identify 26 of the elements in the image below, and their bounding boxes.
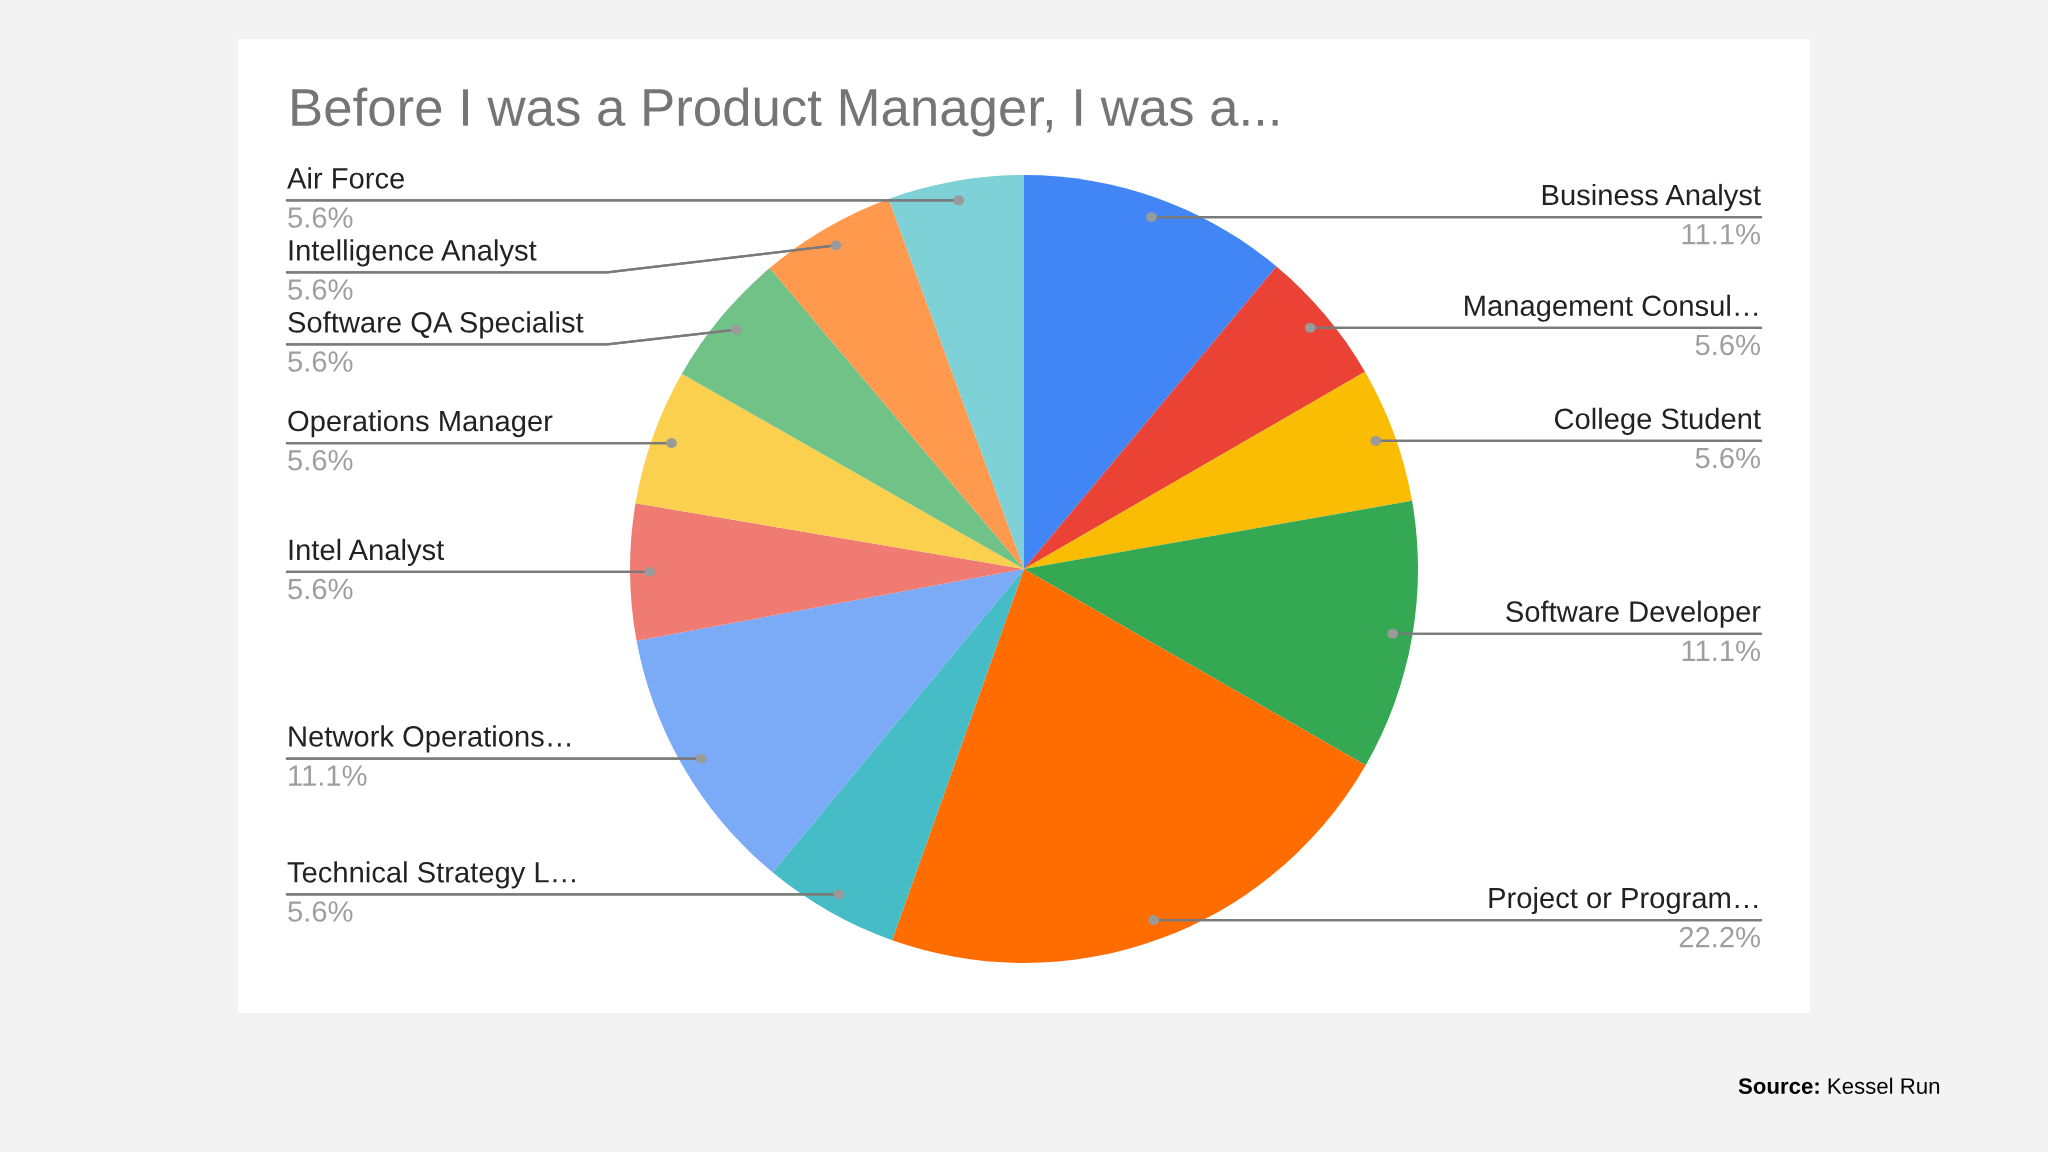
data-label: 5.6% [288, 279, 353, 300]
slice-label: Operations Manager [288, 409, 553, 438]
slice-label: Network Operations… [289, 725, 570, 753]
data-label: 5.6% [288, 351, 353, 372]
data-label: 5.6% [288, 207, 353, 228]
data-label: 5.6% [1695, 447, 1760, 469]
slice-label: Intel Analyst [289, 538, 445, 566]
data-label: 22.2% [1679, 926, 1760, 948]
slice-label: Air Force [287, 167, 405, 189]
slice-label: Technical Strategy L… [287, 861, 575, 889]
data-label: 5.6% [1695, 334, 1760, 356]
source-note: Source: Kessel Run [1738, 1077, 1940, 1094]
slice-label: Project or Program… [1489, 886, 1758, 915]
slice-label: College Student [1554, 407, 1761, 435]
data-label: 5.6% [288, 449, 353, 471]
slice-label: Intelligence Analyst [289, 239, 537, 267]
slice-label: Software QA Specialist [288, 311, 584, 339]
slice-label: Business Analyst [1542, 183, 1761, 212]
data-label: 11.1% [1682, 223, 1760, 245]
data-label: 5.6% [288, 578, 353, 600]
slice-label: Management Consul… [1465, 294, 1758, 322]
chart-title: Before I was a Product Manager, I was a... [292, 87, 1278, 137]
data-label: 11.1% [289, 765, 367, 786]
data-label: 5.6% [288, 901, 353, 922]
data-label: 11.1% [1682, 640, 1760, 662]
slice-label: Software Developer [1506, 600, 1761, 628]
